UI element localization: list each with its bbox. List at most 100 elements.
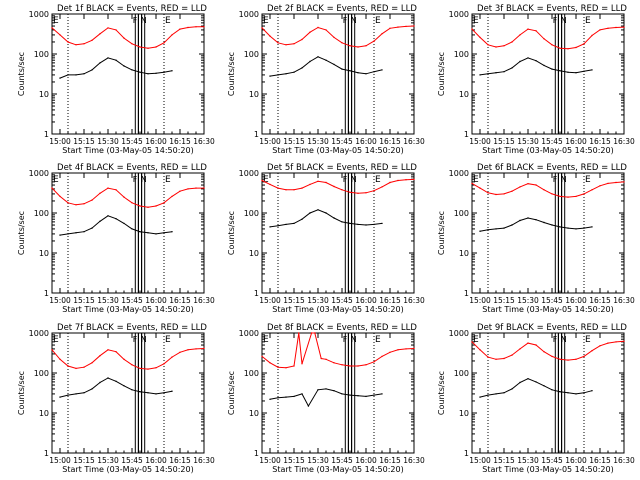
- y-tick-label: 1: [44, 130, 49, 139]
- y-tick-label: 1: [44, 449, 49, 458]
- series-lld-point: [333, 185, 335, 188]
- y-axis-label: Counts/sec: [17, 211, 26, 255]
- series-events-point: [147, 232, 149, 234]
- series-lld-point: [559, 47, 561, 49]
- series-lld-point: [341, 189, 343, 191]
- marker-n: N: [141, 335, 147, 344]
- series-events-point: [277, 74, 279, 76]
- panel-det-5: Det 5f BLACK = Events, RED = LLD 1 10 100 10…: [227, 163, 425, 314]
- series-events-point: [99, 381, 101, 384]
- x-tick-label: 16:15: [169, 456, 191, 465]
- series-lld-point: [591, 350, 593, 352]
- x-axis-label: Start Time (03-May-05 14:50:20): [482, 146, 613, 155]
- series-lld-point: [405, 25, 407, 28]
- series-events-point: [301, 393, 303, 395]
- y-tick-label: 10: [249, 90, 259, 99]
- series-events-point: [325, 59, 327, 61]
- series-lld-point: [293, 365, 295, 367]
- series-lld-point: [389, 351, 391, 353]
- series-lld-line: [51, 187, 204, 208]
- series-lld-point: [575, 46, 577, 49]
- series-events-point: [107, 215, 109, 217]
- series-lld-point: [551, 355, 553, 358]
- series-lld-point: [615, 26, 617, 29]
- series-lld-point: [413, 178, 415, 181]
- x-tick-label: 15:45: [121, 137, 143, 146]
- x-tick-label: 15:00: [49, 137, 71, 146]
- x-tick-label: 15:45: [541, 296, 563, 305]
- plot-frame: [261, 13, 415, 135]
- series-events-point: [559, 391, 561, 393]
- series-events-point: [583, 227, 585, 229]
- y-tick-label: 1: [464, 130, 469, 139]
- x-tick-label: 16:30: [613, 296, 635, 305]
- series-lld-point: [59, 358, 61, 360]
- series-events-point: [115, 380, 117, 382]
- series-events-point: [479, 74, 481, 76]
- series-lld-point: [269, 183, 271, 186]
- x-axis-label: Start Time (03-May-05 14:50:20): [482, 305, 613, 314]
- series-lld-point: [277, 366, 279, 368]
- series-lld-point: [131, 202, 133, 204]
- series-lld-point: [320, 357, 322, 360]
- series-events-point: [155, 72, 157, 75]
- series-events-point: [301, 67, 303, 69]
- series-events-point: [307, 405, 310, 407]
- series-lld-point: [551, 44, 553, 46]
- series-lld-point: [293, 43, 295, 45]
- marker-e: E: [165, 175, 171, 185]
- series-events-point: [115, 59, 117, 61]
- series-lld-point: [591, 189, 593, 191]
- series-lld-point: [495, 358, 497, 360]
- series-lld-point: [543, 351, 545, 353]
- series-lld-point: [567, 48, 569, 50]
- y-tick-label: 1000: [29, 329, 49, 338]
- series-lld-point: [309, 31, 311, 33]
- series-events-point: [519, 60, 521, 63]
- x-tick-label: 15:00: [259, 296, 281, 305]
- series-lld-point: [261, 179, 263, 182]
- y-axis-label: Counts/sec: [437, 211, 446, 255]
- x-tick-label: 15:45: [331, 296, 353, 305]
- panel-title: Det 4f BLACK = Events, RED = LLD: [57, 163, 207, 173]
- x-tick-label: 15:45: [121, 296, 143, 305]
- series-lld-point: [67, 41, 69, 43]
- marker-e: E: [263, 16, 269, 26]
- marker-n: N: [351, 16, 357, 25]
- marker-e: E: [585, 16, 591, 26]
- series-lld-point: [131, 364, 133, 366]
- series-events-point: [75, 232, 77, 234]
- series-events-point: [341, 68, 343, 70]
- series-events-point: [487, 394, 489, 396]
- series-lld-point: [187, 26, 189, 29]
- series-events-point: [139, 71, 141, 73]
- series-lld-point: [293, 189, 295, 191]
- series-events-point: [91, 69, 93, 71]
- series-lld-point: [115, 189, 117, 191]
- series-events-point: [83, 392, 85, 394]
- y-tick-label: 1: [464, 289, 469, 298]
- series-events-point: [285, 73, 287, 75]
- series-lld-point: [607, 27, 609, 29]
- series-lld-point: [75, 367, 77, 370]
- series-events-point: [551, 68, 553, 70]
- series-lld-line: [471, 340, 625, 361]
- y-tick-label: 100: [34, 50, 49, 59]
- x-tick-label: 15:15: [73, 137, 95, 146]
- series-lld-line: [51, 348, 205, 370]
- y-tick-label: 1: [464, 449, 469, 458]
- series-lld-point: [203, 26, 205, 28]
- x-tick-label: 16:30: [193, 137, 215, 146]
- series-events-point: [527, 57, 529, 59]
- series-lld-point: [599, 185, 601, 187]
- series-events-point: [575, 228, 577, 230]
- panel-det-4: Det 4f BLACK = Events, RED = LLD 1 10 100 10…: [17, 163, 215, 314]
- series-events-point: [99, 220, 101, 222]
- x-tick-label: 16:00: [355, 456, 377, 465]
- x-tick-label: 15:30: [517, 296, 539, 305]
- marker-e: E: [375, 335, 381, 345]
- series-lld-point: [163, 42, 165, 44]
- series-events-point: [495, 72, 497, 74]
- panel-det-8: Det 8f BLACK = Events, RED = LLD 1 10 100 10…: [227, 323, 425, 474]
- series-lld-point: [187, 188, 189, 190]
